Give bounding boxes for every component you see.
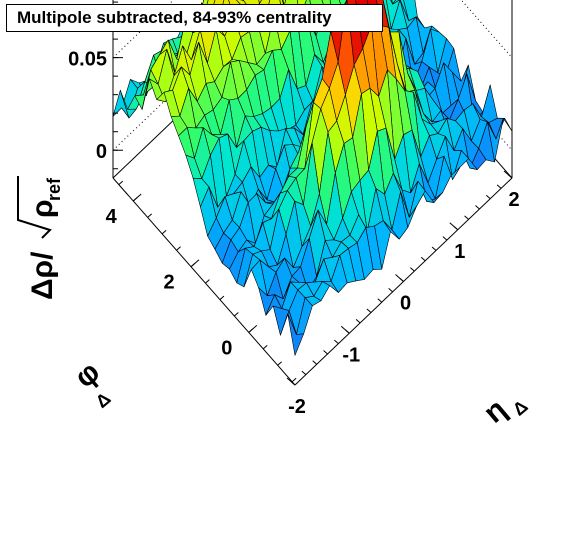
y-tick-label: 2	[163, 272, 174, 294]
surface-mesh	[112, 0, 513, 356]
x-axis-label-main: η	[478, 393, 513, 430]
y-minor-tick	[161, 229, 167, 235]
sqrt-symbol	[17, 176, 52, 239]
y-minor-tick	[219, 295, 225, 300]
y-axis-label-sub: Δ	[92, 388, 115, 412]
x-tick-label: 1	[454, 241, 465, 263]
x-minor-tick	[410, 267, 415, 272]
x-minor-tick	[507, 174, 513, 179]
z-tick-label: 0.05	[68, 49, 107, 71]
x-minor-tick	[301, 370, 307, 376]
y-minor-tick	[205, 279, 210, 284]
y-axis-line	[112, 177, 296, 386]
x-minor-tick	[475, 205, 480, 210]
y-minor-tick	[234, 312, 239, 317]
chart-title: Multipole subtracted, 84-93% centrality	[6, 4, 383, 32]
surface-cell	[481, 84, 498, 123]
x-minor-tick	[334, 339, 339, 344]
x-axis-label-sub: Δ	[509, 396, 532, 420]
x-minor-tick	[388, 287, 393, 293]
x-minor-tick	[399, 277, 404, 282]
y-tick-label: 4	[106, 206, 118, 228]
z-axis-label-sqrt: ρ	[26, 199, 59, 218]
x-tick-label: 0	[400, 293, 411, 315]
surface-cell	[272, 305, 290, 336]
x-minor-tick	[377, 298, 383, 303]
y-minor-tick	[291, 377, 297, 383]
x-minor-tick	[323, 350, 328, 355]
x-minor-tick	[442, 236, 448, 241]
surface-cell	[287, 313, 305, 356]
x-minor-tick	[453, 225, 459, 231]
z-axis-label-main: Δρ/	[26, 251, 59, 300]
x-minor-tick	[312, 360, 318, 365]
y-axis-label: φ Δ	[69, 355, 115, 412]
x-minor-tick	[344, 329, 350, 334]
y-minor-tick	[190, 262, 196, 268]
y-minor-tick	[118, 180, 124, 185]
x-minor-tick	[464, 215, 469, 220]
y-minor-tick	[262, 344, 268, 350]
x-tick-label: 2	[508, 189, 519, 211]
x-tick-label: -1	[342, 344, 360, 366]
x-minor-tick	[355, 319, 361, 324]
x-minor-tick	[420, 256, 426, 262]
y-minor-tick	[248, 328, 254, 333]
x-minor-tick	[496, 184, 502, 189]
y-tick-label: 0	[221, 337, 232, 359]
x-minor-tick	[431, 246, 437, 251]
y-minor-tick	[132, 197, 138, 202]
y-minor-tick	[176, 246, 181, 251]
y-minor-tick	[147, 213, 152, 218]
z-axis-label: Δρ/ ρ ref	[17, 176, 64, 300]
z-axis-label-sub: ref	[44, 177, 64, 201]
x-minor-tick	[366, 308, 372, 313]
y-minor-tick	[277, 361, 282, 366]
x-axis-label: η Δ	[478, 393, 532, 430]
z-tick-label: 0	[96, 141, 107, 163]
x-tick-label: -2	[288, 396, 306, 418]
x-minor-tick	[485, 194, 491, 200]
